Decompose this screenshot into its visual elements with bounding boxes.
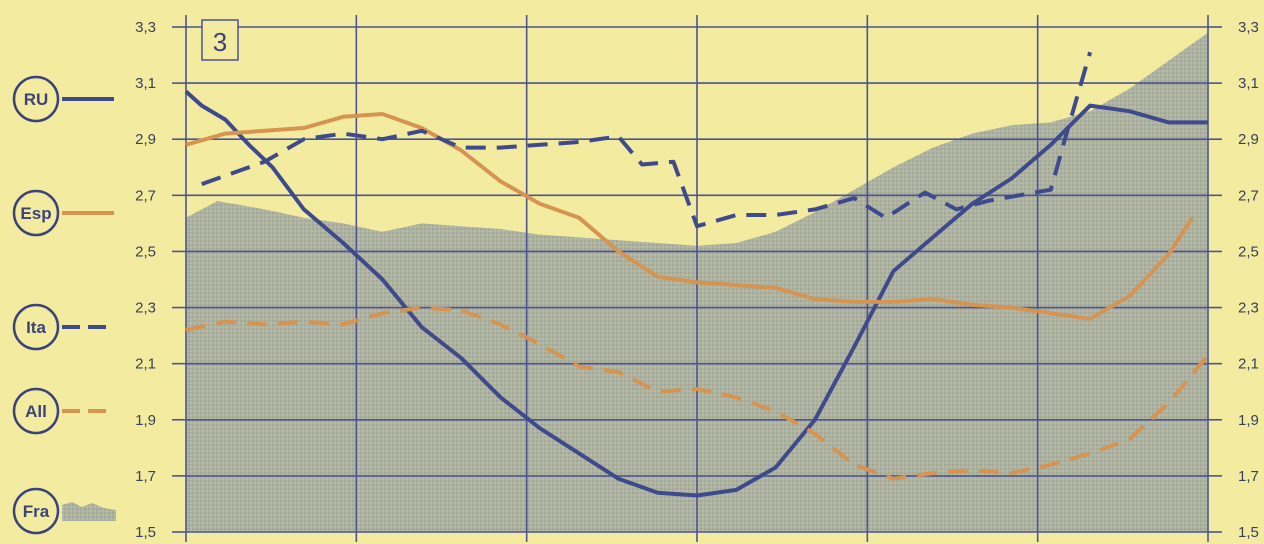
legend-label: Esp — [20, 204, 51, 223]
y-tick-label-left: 2,1 — [135, 356, 156, 373]
y-tick-label-right: 3,1 — [1238, 75, 1259, 92]
legend-label: Fra — [23, 502, 50, 521]
series-all-line — [185, 305, 1210, 481]
y-tick-label-right: 2,7 — [1238, 187, 1259, 204]
y-tick-label-right: 2,3 — [1238, 300, 1259, 317]
y-tick-label-left: 1,7 — [135, 468, 156, 485]
y-tick-label-left: 1,9 — [135, 412, 156, 429]
panel-number: 3 — [213, 27, 227, 57]
y-tick-label-right: 1,7 — [1238, 468, 1259, 485]
legend-badge — [12, 75, 60, 123]
legend-badge — [12, 387, 60, 435]
series-esp-line — [185, 112, 1194, 321]
panel-number-box: 3 — [201, 19, 239, 61]
y-axis-ticks: 1,5 1,5 1,7 1,7 1,9 1,9 2,1 2,1 2,3 2,3 2,5 2,5 2,7 2… — [135, 19, 1259, 541]
legend-badge — [12, 189, 60, 237]
legend-badge — [12, 303, 60, 351]
legend-label: All — [25, 402, 47, 421]
y-tick-label-right: 1,5 — [1238, 524, 1259, 541]
y-tick-label-right: 1,9 — [1238, 412, 1259, 429]
legend-item-ru: RU — [12, 75, 114, 123]
y-tick-label-left: 1,5 — [135, 524, 156, 541]
grid — [185, 15, 1209, 542]
y-tick-label-left: 3,3 — [135, 19, 156, 36]
legend-item-esp: Esp — [12, 189, 114, 237]
legend-item-all: All — [12, 387, 114, 435]
y-tick-label-left: 2,3 — [135, 300, 156, 317]
legend-label: Ita — [26, 318, 46, 337]
y-tick-label-left: 2,9 — [135, 131, 156, 148]
y-tick-label-right: 2,9 — [1238, 131, 1259, 148]
legend-item-fra: Fra — [12, 487, 116, 535]
y-tick-label-right: 3,3 — [1238, 19, 1259, 36]
series-ru-line — [184, 90, 1208, 498]
legend-swatch-area — [62, 502, 116, 521]
y-tick-label-left: 2,7 — [135, 187, 156, 204]
y-tick-label-left: 2,5 — [135, 243, 156, 260]
legend: RU Esp Ita All Fra — [12, 75, 116, 535]
y-tick-label-right: 2,1 — [1238, 356, 1259, 373]
y-tick-label-right: 2,5 — [1238, 243, 1259, 260]
y-tick-label-left: 3,1 — [135, 75, 156, 92]
legend-item-ita: Ita — [12, 303, 114, 351]
legend-badge — [12, 487, 60, 535]
series-ita-line — [201, 51, 1093, 229]
series-lines — [184, 51, 1210, 498]
legend-label: RU — [24, 90, 49, 109]
